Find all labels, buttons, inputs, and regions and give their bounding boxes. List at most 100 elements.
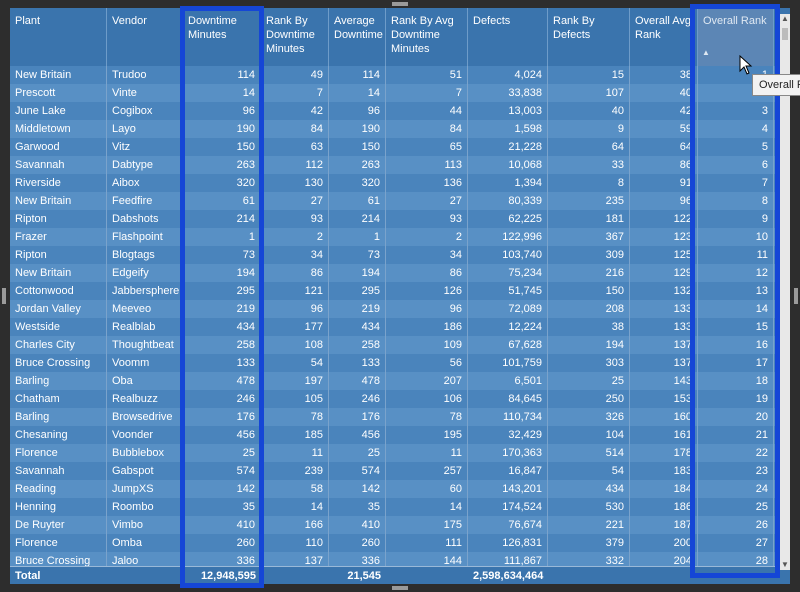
cell-vendor: Edgeify	[107, 264, 183, 282]
total-average-downtime: 21,545	[347, 570, 381, 582]
cell-vendor: Voonder	[107, 426, 183, 444]
cell-rank-by-downtime: 105	[261, 390, 329, 408]
table-row[interactable]: Charles City Thoughtbeat 258 108 258 109 67,62…	[10, 336, 790, 354]
total-label: Total	[15, 570, 41, 582]
cell-rank-by-defects: 40	[548, 102, 630, 120]
table-row[interactable]: Frazer Flashpoint 1 2 1 2 122,996 367 123 10	[10, 228, 790, 246]
cell-rank-by-avg-downtime: 186	[386, 318, 468, 336]
cell-vendor: Realblab	[107, 318, 183, 336]
cell-downtime-minutes: 114	[183, 66, 261, 84]
table-row[interactable]: Chesaning Voonder 456 185 456 195 32,429 104 161…	[10, 426, 790, 444]
cell-rank-by-avg-downtime: 111	[386, 534, 468, 552]
table-row[interactable]: New Britain Feedfire 61 27 61 27 80,339 235 96 8	[10, 192, 790, 210]
resize-handle-right[interactable]	[794, 288, 798, 304]
table-row[interactable]: Westside Realblab 434 177 434 186 12,224 38 133 1…	[10, 318, 790, 336]
cell-average-downtime: 176	[329, 408, 386, 426]
cell-downtime-minutes: 1	[183, 228, 261, 246]
cell-rank-by-downtime: 185	[261, 426, 329, 444]
table-row[interactable]: Savannah Gabspot 574 239 574 257 16,847 54 183 23	[10, 462, 790, 480]
cell-rank-by-downtime: 11	[261, 444, 329, 462]
resize-handle-bottom[interactable]	[392, 586, 408, 590]
cell-rank-by-downtime: 2	[261, 228, 329, 246]
table-row[interactable]: Bruce Crossing Jaloo 336 137 336 144 111,867 33…	[10, 552, 790, 570]
cell-downtime-minutes: 219	[183, 300, 261, 318]
column-header-overall-avg-rank[interactable]: Overall Avg Rank	[630, 8, 698, 66]
cell-average-downtime: 295	[329, 282, 386, 300]
cell-rank-by-defects: 8	[548, 174, 630, 192]
table-row[interactable]: Jordan Valley Meeveo 219 96 219 96 72,089 208 13…	[10, 300, 790, 318]
cell-vendor: Voomm	[107, 354, 183, 372]
resize-handle-top[interactable]	[392, 2, 408, 6]
cell-rank-by-defects: 303	[548, 354, 630, 372]
cell-downtime-minutes: 194	[183, 264, 261, 282]
cell-overall-avg-rank: 178	[630, 444, 698, 462]
cell-rank-by-avg-downtime: 65	[386, 138, 468, 156]
cell-overall-avg-rank: 64	[630, 138, 698, 156]
cell-rank-by-avg-downtime: 11	[386, 444, 468, 462]
table-row[interactable]: Florence Bubblebox 25 11 25 11 170,363 514 178 22	[10, 444, 790, 462]
cell-overall-rank: 28	[698, 552, 774, 570]
cell-rank-by-defects: 104	[548, 426, 630, 444]
cell-rank-by-avg-downtime: 27	[386, 192, 468, 210]
table-row[interactable]: New Britain Edgeify 194 86 194 86 75,234 216 129…	[10, 264, 790, 282]
cell-rank-by-downtime: 137	[261, 552, 329, 570]
cell-overall-avg-rank: 186	[630, 498, 698, 516]
cell-defects: 111,867	[468, 552, 548, 570]
column-header-rank-by-defects[interactable]: Rank By Defects	[548, 8, 630, 66]
column-header-rank-by-downtime[interactable]: Rank By Downtime Minutes	[261, 8, 329, 66]
table-row[interactable]: Cottonwood Jabbersphere 295 121 295 126 51,745…	[10, 282, 790, 300]
column-header-average-downtime[interactable]: Average Downtime	[329, 8, 386, 66]
cell-vendor: Dabshots	[107, 210, 183, 228]
table-row[interactable]: Garwood Vitz 150 63 150 65 21,228 64 64 5	[10, 138, 790, 156]
column-header-plant[interactable]: Plant	[10, 8, 107, 66]
column-header-vendor[interactable]: Vendor	[107, 8, 183, 66]
table-row[interactable]: Florence Omba 260 110 260 111 126,831 379 200 27	[10, 534, 790, 552]
table-row[interactable]: Barling Oba 478 197 478 207 6,501 25 143 18	[10, 372, 790, 390]
table-row[interactable]: Middletown Layo 190 84 190 84 1,598 9 59 4	[10, 120, 790, 138]
cell-plant: Florence	[10, 534, 107, 552]
total-row: Total 12,948,595 21,545 2,598,634,464	[10, 566, 790, 584]
cell-plant: June Lake	[10, 102, 107, 120]
cell-downtime-minutes: 133	[183, 354, 261, 372]
table-row[interactable]: Bruce Crossing Voomm 133 54 133 56 101,759 303 1…	[10, 354, 790, 372]
column-tooltip: Overall Rank	[752, 74, 800, 96]
column-header-rank-by-avg-downtime[interactable]: Rank By Avg Downtime Minutes	[386, 8, 468, 66]
cell-rank-by-defects: 326	[548, 408, 630, 426]
vertical-scrollbar[interactable]: ▲ ▼	[780, 14, 790, 570]
cell-vendor: Trudoo	[107, 66, 183, 84]
table-row[interactable]: Ripton Blogtags 73 34 73 34 103,740 309 125 11	[10, 246, 790, 264]
table-row[interactable]: Chatham Realbuzz 246 105 246 106 84,645 250 153 1…	[10, 390, 790, 408]
column-header-overall-rank[interactable]: Overall Rank ▲	[698, 8, 774, 66]
cell-average-downtime: 14	[329, 84, 386, 102]
cell-plant: Chatham	[10, 390, 107, 408]
column-header-downtime-minutes[interactable]: Downtime Minutes	[183, 8, 261, 66]
table-row[interactable]: Reading JumpXS 142 58 142 60 143,201 434 184 24	[10, 480, 790, 498]
cell-rank-by-defects: 150	[548, 282, 630, 300]
scroll-down-icon[interactable]: ▼	[781, 560, 789, 569]
cell-vendor: Layo	[107, 120, 183, 138]
table-row[interactable]: Henning Roombo 35 14 35 14 174,524 530 186 25	[10, 498, 790, 516]
cell-plant: Savannah	[10, 156, 107, 174]
table-row[interactable]: Ripton Dabshots 214 93 214 93 62,225 181 122 9	[10, 210, 790, 228]
cell-average-downtime: 35	[329, 498, 386, 516]
table-row[interactable]: June Lake Cogibox 96 42 96 44 13,003 40 42 3	[10, 102, 790, 120]
resize-handle-left[interactable]	[2, 288, 6, 304]
table-row[interactable]: Savannah Dabtype 263 112 263 113 10,068 33 86 6	[10, 156, 790, 174]
cell-defects: 84,645	[468, 390, 548, 408]
scrollbar-thumb[interactable]	[782, 28, 788, 40]
cell-rank-by-downtime: 121	[261, 282, 329, 300]
cell-rank-by-defects: 54	[548, 462, 630, 480]
cell-overall-avg-rank: 96	[630, 192, 698, 210]
cell-rank-by-avg-downtime: 44	[386, 102, 468, 120]
cell-vendor: Omba	[107, 534, 183, 552]
scroll-up-icon[interactable]: ▲	[781, 14, 789, 23]
cell-plant: Ripton	[10, 210, 107, 228]
table-row[interactable]: De Ruyter Vimbo 410 166 410 175 76,674 221 187 26	[10, 516, 790, 534]
cell-overall-rank: 27	[698, 534, 774, 552]
column-header-defects[interactable]: Defects	[468, 8, 548, 66]
cell-plant: Frazer	[10, 228, 107, 246]
table-row[interactable]: Barling Browsedrive 176 78 176 78 110,734 326 16…	[10, 408, 790, 426]
table-row[interactable]: Riverside Aibox 320 130 320 136 1,394 8 91 7	[10, 174, 790, 192]
